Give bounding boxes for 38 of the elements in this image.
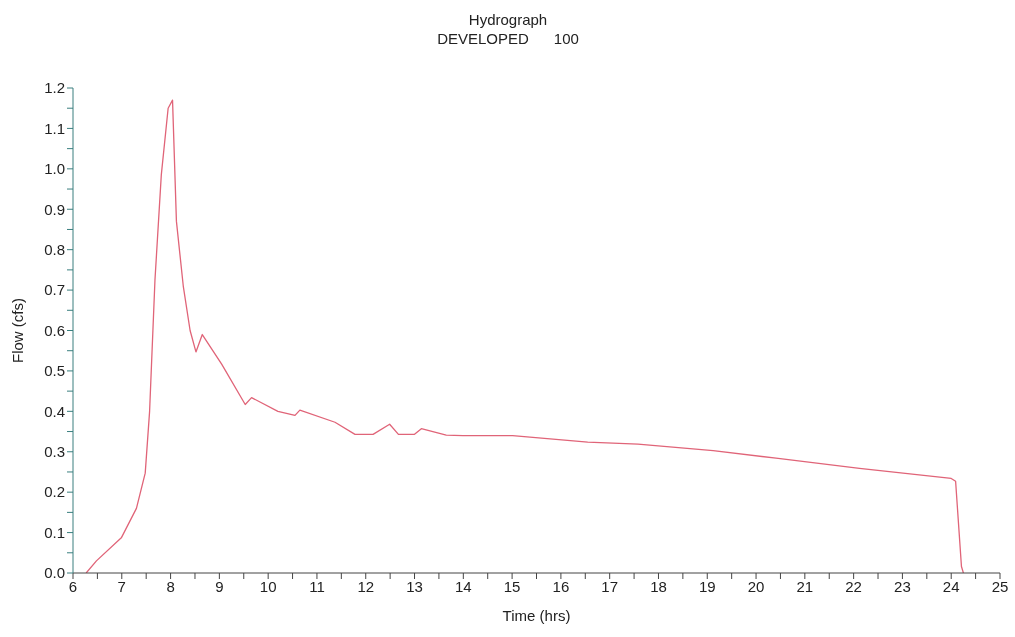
x-tick-label: 24 [942, 577, 960, 595]
y-tick-label: 0.6 [44, 321, 65, 339]
y-tick-label: 0.1 [44, 523, 65, 541]
x-tick-label: 20 [747, 577, 765, 595]
line-series [85, 99, 965, 573]
y-axis-title: Flow (cfs) [9, 298, 27, 363]
x-tick-label: 22 [845, 577, 862, 595]
y-tick-label: 1.2 [44, 79, 65, 97]
x-tick-label: 7 [117, 577, 126, 595]
x-axis-title: Time (hrs) [502, 607, 571, 624]
x-tick-label: 10 [259, 577, 277, 595]
x-tick-label: 16 [552, 577, 570, 595]
x-tick-label: 12 [357, 577, 375, 595]
y-tick-label: 0.3 [44, 443, 65, 461]
x-tick-label: 18 [650, 577, 667, 595]
x-tick-label: 6 [68, 577, 78, 595]
chart-title: Hydrograph [467, 10, 549, 29]
y-tick-label: 0.2 [44, 483, 65, 501]
y-tick-label: 0.9 [44, 200, 65, 218]
y-tick-label: 0.8 [44, 240, 65, 258]
x-tick-label: 19 [698, 577, 716, 595]
chart-subtitle: DEVELOPED 100 [436, 29, 580, 48]
x-tick-label: 17 [601, 577, 619, 595]
x-tick-label: 8 [166, 577, 175, 595]
y-tick-label: 0.7 [44, 281, 65, 299]
y-tick-label: 0.4 [44, 402, 65, 420]
x-tick-label: 23 [894, 577, 911, 595]
x-tick-label: 13 [406, 577, 423, 595]
y-tick-label: 1.0 [44, 160, 65, 178]
x-tick-label: 25 [991, 577, 1009, 595]
y-tick-label: 1.1 [44, 119, 65, 137]
y-tick-label: 0.0 [44, 564, 65, 582]
x-tick-label: 21 [796, 577, 814, 595]
x-tick-label: 15 [503, 577, 521, 595]
x-tick-label: 9 [215, 577, 224, 595]
y-tick-label: 0.5 [44, 362, 65, 380]
x-tick-label: 11 [309, 577, 325, 595]
x-tick-label: 14 [454, 577, 472, 595]
